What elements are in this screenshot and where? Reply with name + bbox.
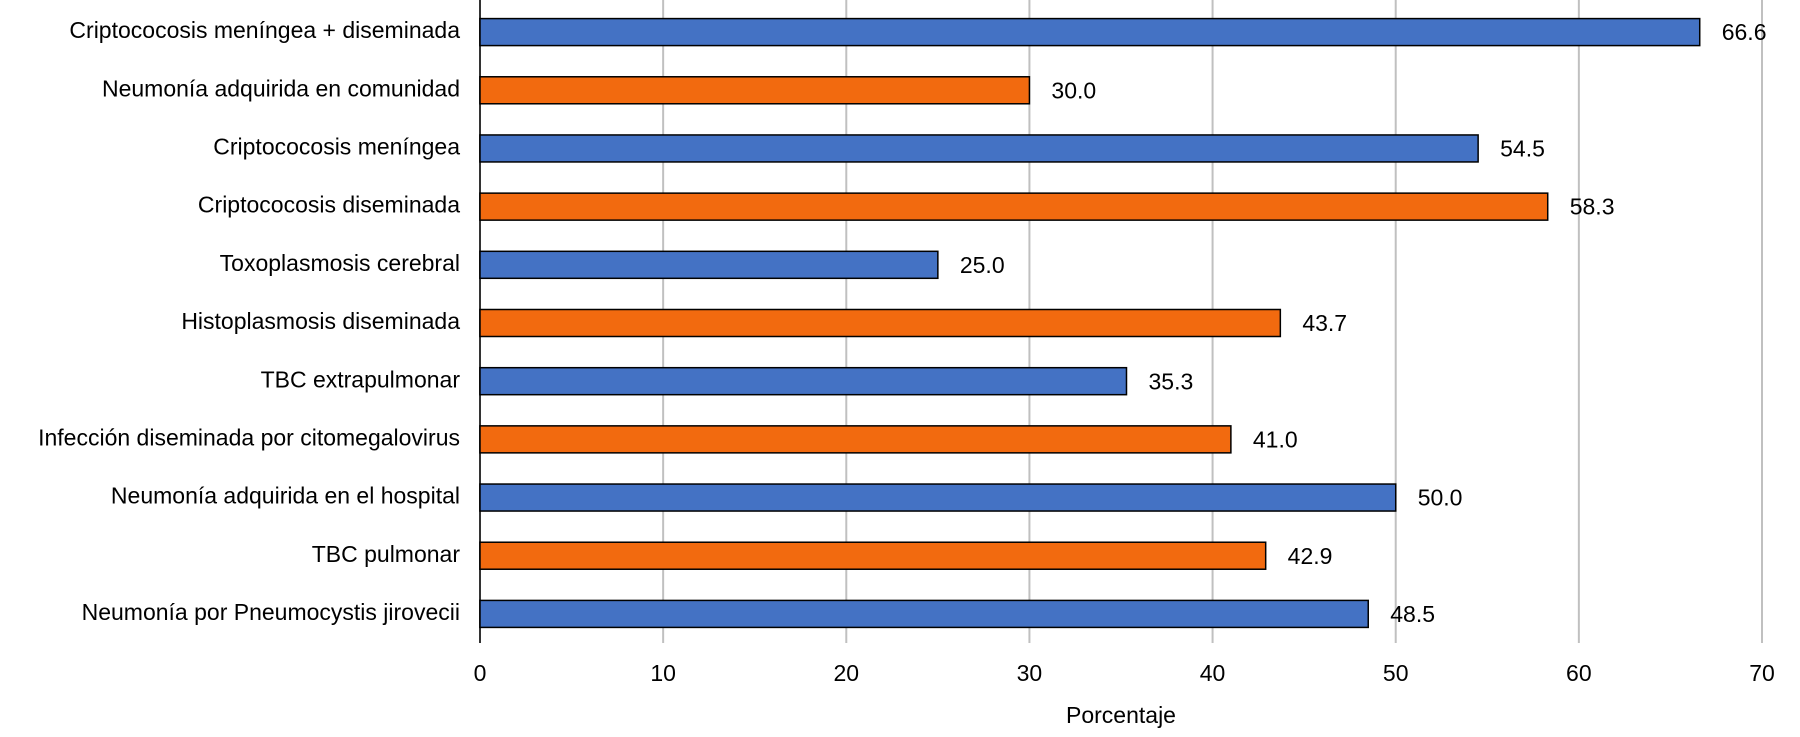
x-tick-label: 50 (1383, 660, 1409, 686)
bar (479, 483, 1397, 512)
bar (479, 17, 1701, 47)
x-tick-label: 40 (1200, 660, 1226, 686)
y-tick-label: Neumonía adquirida en comunidad (102, 75, 460, 101)
y-tick-label: TBC extrapulmonar (261, 366, 461, 392)
x-tick-label: 70 (1749, 660, 1775, 686)
bar (479, 366, 1128, 396)
y-tick-label: Criptococosis meníngea (213, 134, 460, 160)
y-tick-label: Neumonía adquirida en el hospital (111, 483, 460, 509)
x-tick-label: 10 (650, 660, 676, 686)
bar (479, 425, 1232, 454)
data-label: 66.6 (1722, 19, 1767, 45)
y-tick-label: TBC pulmonar (312, 541, 461, 567)
data-label: 58.3 (1570, 194, 1615, 220)
bar (479, 599, 1369, 629)
bar (479, 76, 1031, 105)
data-label: 50.0 (1418, 485, 1463, 511)
x-tick-label: 60 (1566, 660, 1592, 686)
bar (479, 308, 1282, 338)
y-tick-label: Toxoplasmosis cerebral (220, 250, 460, 276)
data-label: 25.0 (960, 252, 1005, 278)
x-tick-label: 30 (1017, 660, 1043, 686)
y-tick-label: Criptococosis meníngea + diseminada (69, 17, 460, 43)
data-label: 30.0 (1051, 77, 1096, 103)
x-tick-label: 20 (833, 660, 859, 686)
x-tick-label: 0 (474, 660, 487, 686)
y-tick-label: Histoplasmosis diseminada (181, 308, 460, 334)
y-tick-label: Infección diseminada por citomegalovirus (38, 424, 460, 450)
bar (479, 250, 939, 280)
bar (479, 192, 1549, 221)
data-label: 35.3 (1148, 368, 1193, 394)
data-label: 41.0 (1253, 426, 1298, 452)
data-label: 54.5 (1500, 136, 1545, 162)
y-tick-label: Criptococosis diseminada (198, 192, 460, 218)
data-label: 43.7 (1302, 310, 1347, 336)
bar (479, 541, 1267, 570)
data-label: 48.5 (1390, 601, 1435, 627)
x-axis-label: Porcentaje (1066, 702, 1176, 728)
y-tick-label: Neumonía por Pneumocystis jirovecii (82, 599, 460, 625)
bar (479, 134, 1479, 163)
data-label: 42.9 (1288, 543, 1333, 569)
